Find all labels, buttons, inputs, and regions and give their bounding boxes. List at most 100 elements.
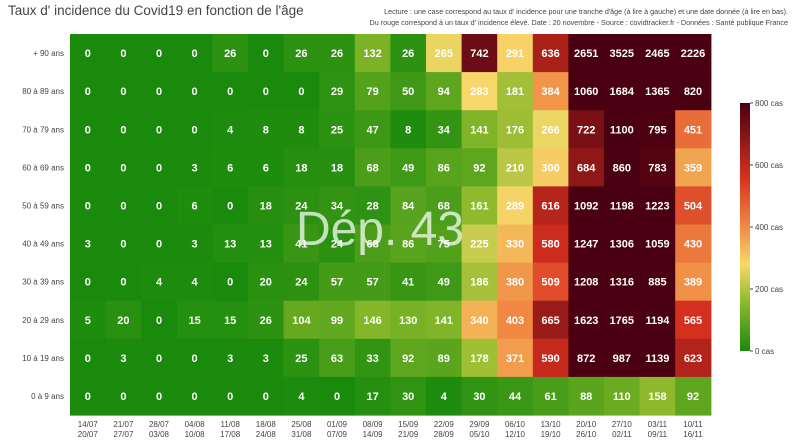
- cell-value-label: 92: [402, 353, 414, 365]
- cell-value-label: 176: [506, 124, 524, 136]
- x-axis-label-end: 03/08: [149, 430, 170, 439]
- cell-value-label: 26: [402, 48, 414, 60]
- heatmap-cell: [532, 72, 569, 111]
- cell-value-label: 872: [577, 353, 595, 365]
- cell-value-label: 49: [402, 162, 414, 174]
- cell-value-label: 15: [188, 315, 200, 327]
- cell-value-label: 1316: [610, 277, 634, 289]
- heatmap-cell: [461, 110, 498, 149]
- heatmap-cell: [70, 34, 107, 73]
- x-axis-label-start: 22/09: [434, 420, 455, 429]
- cell-value-label: 24: [295, 277, 308, 289]
- cell-value-label: 0: [120, 277, 126, 289]
- cell-value-label: 0: [192, 353, 198, 365]
- heatmap-cell: [212, 376, 249, 416]
- heatmap-cell: [568, 338, 605, 378]
- heatmap-cell: [568, 72, 605, 111]
- x-axis-label-end: 09/11: [648, 430, 668, 439]
- cell-value-label: 0: [227, 200, 233, 212]
- cell-value-label: 2226: [681, 48, 705, 60]
- cell-value-label: 50: [402, 86, 414, 98]
- y-axis-label: + 90 ans: [33, 49, 64, 58]
- heatmap-cell: [426, 338, 463, 378]
- cell-value-label: 0: [227, 391, 233, 403]
- heatmap-cell: [532, 338, 569, 378]
- heatmap-cell: [105, 262, 142, 302]
- heatmap-cell: [283, 300, 320, 340]
- heatmap-cell: [319, 110, 356, 149]
- heatmap-cell: [319, 148, 356, 187]
- cell-value-label: 6: [263, 162, 269, 174]
- cell-value-label: 684: [577, 162, 596, 174]
- cell-value-label: 623: [684, 353, 702, 365]
- cell-value-label: 0: [156, 124, 162, 136]
- heatmap-cell: [568, 186, 605, 226]
- cell-value-label: 34: [438, 124, 451, 136]
- cell-value-label: 0: [156, 239, 162, 251]
- heatmap-cell: [105, 186, 142, 226]
- cell-value-label: 636: [541, 48, 559, 60]
- heatmap-cell: [497, 262, 534, 302]
- heatmap-cell: [70, 186, 107, 226]
- colorbar-tick-label: 400 cas: [755, 223, 783, 232]
- heatmap-cell: [497, 34, 534, 73]
- heatmap-cell: [532, 34, 569, 73]
- cell-value-label: 41: [295, 239, 307, 251]
- cell-value-label: 8: [405, 124, 411, 136]
- watermark: Dép. 43: [296, 203, 464, 256]
- cell-value-label: 0: [85, 48, 91, 60]
- cell-value-label: 28: [366, 200, 378, 212]
- heatmap-cell: [639, 186, 676, 226]
- heatmap-cell: [212, 148, 249, 187]
- colorbar-tick-label: 600 cas: [755, 161, 783, 170]
- heatmap-cell: [354, 148, 391, 187]
- x-axis-label-start: 21/07: [113, 420, 134, 429]
- heatmap-cell: [212, 110, 249, 149]
- cell-value-label: 4: [156, 277, 163, 289]
- heatmap-cell: [176, 376, 213, 416]
- cell-value-label: 8: [298, 124, 304, 136]
- cell-value-label: 34: [331, 200, 344, 212]
- y-axis-label: 60 à 69 ans: [22, 163, 64, 172]
- heatmap-cell: [248, 262, 285, 302]
- heatmap-cell: [461, 224, 498, 264]
- cell-value-label: 987: [613, 353, 631, 365]
- cell-value-label: 0: [120, 86, 126, 98]
- cell-value-label: 300: [541, 162, 559, 174]
- cell-value-label: 79: [366, 86, 378, 98]
- heatmap-cell: [497, 224, 534, 264]
- heatmap-cell: [248, 148, 285, 187]
- heatmap-cell: [532, 186, 569, 226]
- heatmap-cells: [70, 34, 712, 416]
- heatmap-cell: [675, 262, 712, 302]
- cell-value-label: 509: [541, 277, 559, 289]
- heatmap-cell: [70, 338, 107, 378]
- heatmap-cell: [390, 34, 427, 73]
- cell-value-label: 1194: [645, 315, 670, 327]
- cell-value-label: 0: [334, 391, 340, 403]
- y-axis-label: 10 à 19 ans: [22, 354, 64, 363]
- x-axis-label-end: 20/07: [78, 430, 99, 439]
- cell-value-label: 13: [260, 239, 272, 251]
- heatmap-cell: [426, 34, 463, 73]
- cell-value-label: 15: [224, 315, 236, 327]
- heatmap-cell: [497, 376, 534, 416]
- heatmap-cell: [141, 186, 178, 226]
- heatmap-cell: [604, 262, 641, 302]
- cell-value-label: 3: [192, 239, 198, 251]
- chart-subtitle: Lecture : une case correspond au taux d'…: [308, 7, 788, 28]
- heatmap-cell: [532, 148, 569, 187]
- x-axis-label-start: 18/08: [256, 420, 277, 429]
- heatmap-cell: [176, 148, 213, 187]
- heatmap-cell: [568, 148, 605, 187]
- heatmap-cell: [105, 34, 142, 73]
- x-axis-label-start: 04/08: [185, 420, 206, 429]
- heatmap-cell: [568, 224, 605, 264]
- y-axis-label: 50 à 59 ans: [22, 201, 64, 210]
- heatmap-cell: [354, 338, 391, 378]
- heatmap-cell: [354, 110, 391, 149]
- cell-value-label: 0: [120, 162, 126, 174]
- cell-value-label: 30: [402, 391, 414, 403]
- y-axis-label: 80 à 89 ans: [22, 87, 64, 96]
- heatmap-cell: [176, 262, 213, 302]
